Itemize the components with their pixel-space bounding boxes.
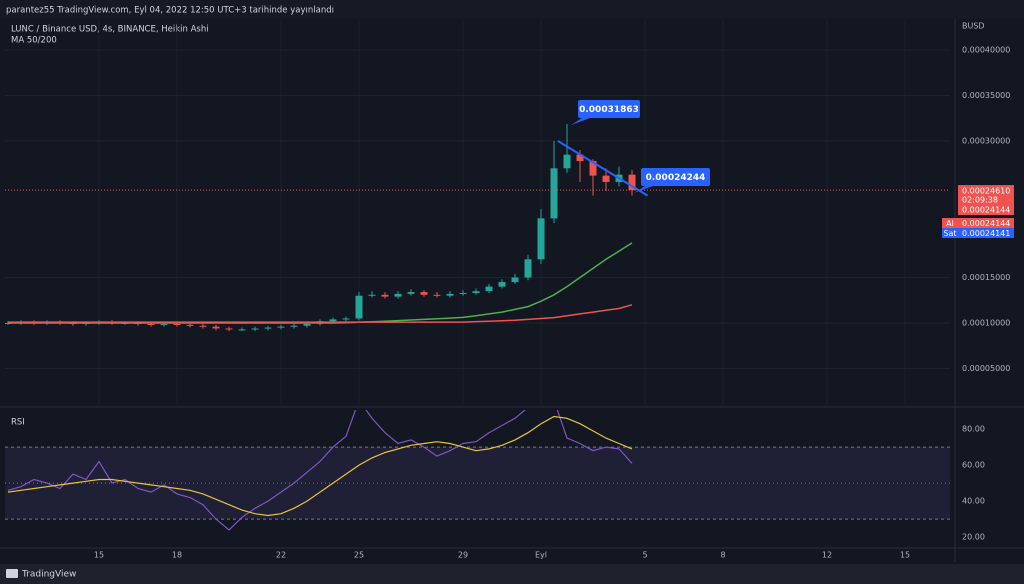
candle-body [407,292,415,294]
countdown: 02:09:38 [962,196,998,205]
last-close-label: 0.00024144 [962,206,1010,215]
callout-pointer [634,186,653,193]
candle-body [225,328,233,330]
logo [6,569,18,578]
candle-body [264,327,272,329]
candle-body [576,154,584,162]
y-tick-label: 20.00 [962,533,985,542]
candle-body [459,292,467,294]
y-tick-label: 0.00035000 [962,91,1010,100]
candle-body [420,292,428,295]
price-pane [5,20,950,405]
candle-body [173,323,181,325]
publish-bar [0,0,1024,19]
y-tick-label: 80.00 [962,425,985,434]
y-tick-label: 0.00005000 [962,364,1010,373]
y-tick-label: 0.00030000 [962,137,1010,146]
candle-body [251,328,259,330]
x-tick-label: 12 [822,551,832,560]
moving-average [8,242,633,324]
ask-price-tag [958,228,1014,238]
candle-body [537,218,545,260]
bid-price-tag [958,218,1014,228]
rsi-pane [5,410,950,531]
candle-body [563,154,571,169]
candle-body [199,325,207,327]
callout-label: 0.00031863 [579,105,639,115]
x-tick-label: Eyl [535,551,547,560]
moving-average [8,304,633,323]
callout-label: 0.00024244 [646,173,706,183]
rsi-line [7,415,633,517]
candle-body [524,259,532,278]
candle-body [485,286,493,292]
rsi-title: RSI [11,418,25,428]
candle-body [433,294,441,296]
candle-body [511,277,519,283]
candle-body [589,161,597,176]
trend-line [557,140,649,197]
last-price-label: 0.00024610 [962,187,1010,196]
candle-body [160,323,168,325]
y-tick-label: 40.00 [962,497,985,506]
ask-name-tag [942,228,958,238]
y-tick-label: 0.00010000 [962,319,1010,328]
last-price-tag [958,185,1014,216]
candle-body [394,293,402,297]
x-tick-label: 29 [458,551,468,560]
candle-body [381,294,389,297]
candle-body [602,175,610,182]
x-tick-label: 18 [172,551,182,560]
candle-body [498,282,506,287]
candle-body [212,326,220,329]
indicator-info: MA 50/200 [11,36,57,46]
candle-body [355,295,363,319]
x-tick-label: 25 [354,551,364,560]
candle-body [628,174,636,191]
bid-name-tag [942,218,958,228]
candle-body [550,168,558,219]
bid-name: Al [946,219,954,228]
bid-price: 0.00024144 [962,219,1010,228]
candle-body [277,326,285,328]
y-tick-label: 0.00040000 [962,46,1010,55]
candle-body [303,323,311,326]
candle-body [238,329,246,331]
axes: 0.00005000 0.00010000 0.00015000 0.00030000… [94,46,1014,560]
candle-body [446,293,454,296]
callout-box [641,168,710,186]
candle-body [472,291,480,293]
y-tick-label: 0.00015000 [962,273,1010,282]
rsi-line [7,410,633,531]
x-tick-label: 8 [720,551,725,560]
callout-pointer [571,118,590,125]
candle-body [368,294,376,296]
y-tick-label: 60.00 [962,461,985,470]
symbol-info: LUNC / Binance USD, 4s, BINANCE, Heikin … [11,25,209,35]
ask-price: 0.00024141 [962,229,1010,238]
ask-name: Sat [943,229,956,238]
x-tick-label: 22 [276,551,286,560]
footer-brand: TradingView [21,570,76,580]
publish-info: parantez55 TradingView.com, Eyl 04, 2022… [6,6,334,16]
currency: BUSD [962,22,985,31]
footer-bar [0,564,1024,584]
candle-body [186,324,194,326]
candle-body [290,325,298,327]
x-tick-label: 5 [642,551,647,560]
candle-body [342,318,350,320]
candle-body [329,319,337,322]
x-tick-label: 15 [94,551,104,560]
candle-body [147,323,155,325]
callout-box [578,100,640,118]
x-tick-label: 15 [900,551,910,560]
